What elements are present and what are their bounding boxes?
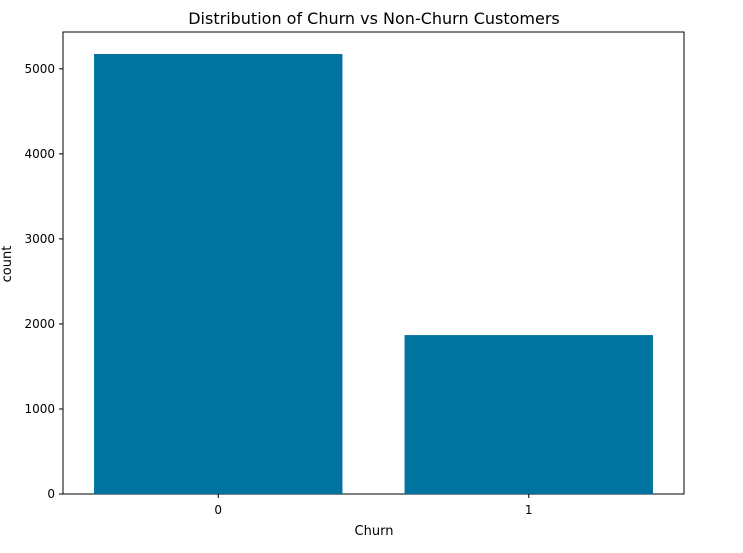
x-tick-label: 0 (214, 503, 222, 517)
x-axis-label: Churn (355, 524, 394, 539)
y-tick-label: 3000 (24, 232, 55, 246)
y-tick-label: 4000 (24, 147, 55, 161)
y-tick-label: 1000 (24, 402, 55, 416)
y-tick-label: 0 (47, 487, 55, 501)
x-tick-label: 1 (525, 503, 533, 517)
chart-title: Distribution of Churn vs Non-Churn Custo… (188, 9, 560, 28)
plot-frame (62, 31, 685, 495)
bar-0 (94, 54, 343, 495)
y-axis: 0 1000 2000 3000 4000 5000 (24, 62, 63, 501)
bar-1 (404, 335, 653, 494)
y-axis-label: count (0, 246, 15, 283)
bars (94, 54, 653, 495)
plot-area (62, 31, 685, 495)
y-tick-label: 2000 (24, 317, 55, 331)
y-tick-label: 5000 (24, 62, 55, 76)
